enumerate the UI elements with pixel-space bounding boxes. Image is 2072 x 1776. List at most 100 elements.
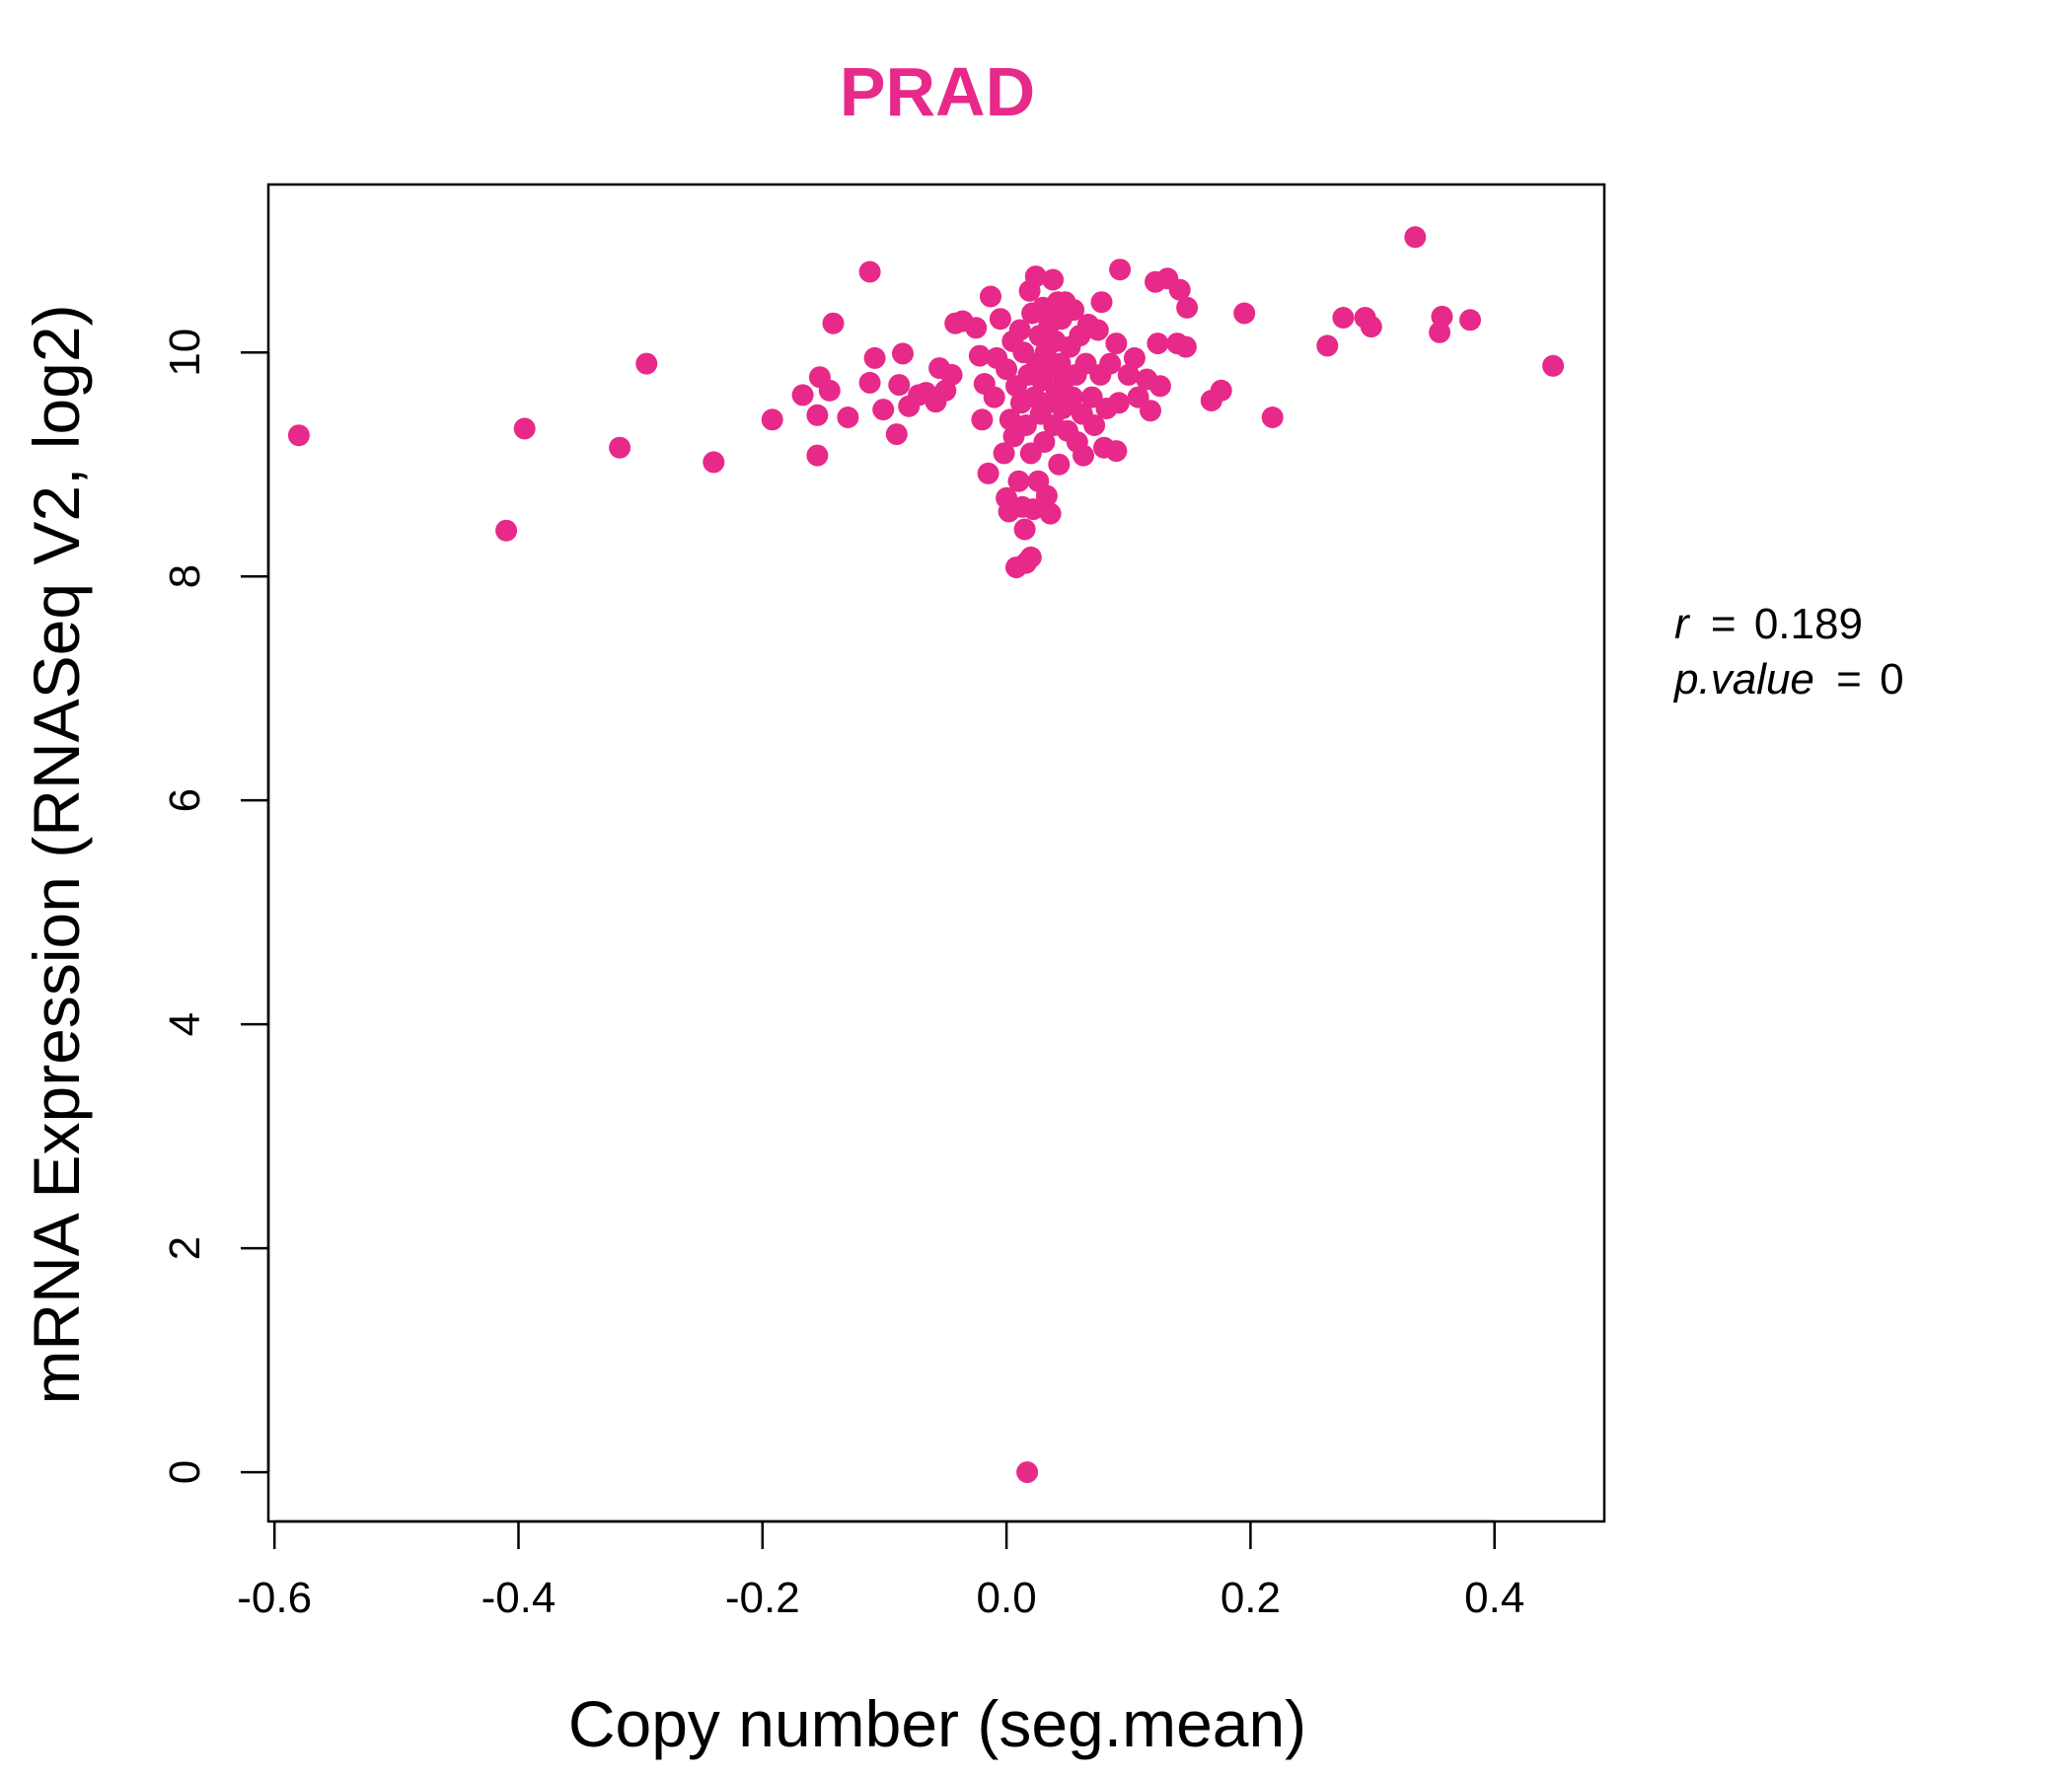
data-point	[1117, 363, 1140, 386]
data-point	[495, 519, 518, 542]
data-point	[1176, 296, 1199, 319]
stats-annotation: r = 0.189 p.value = 0	[1672, 600, 1904, 703]
data-point	[609, 436, 631, 459]
data-point	[806, 404, 829, 426]
data-point	[1107, 392, 1130, 414]
r-label: r	[1674, 600, 1691, 648]
data-point	[1083, 414, 1106, 436]
data-point	[1042, 268, 1065, 291]
data-point	[1019, 546, 1042, 568]
data-point	[1123, 346, 1146, 369]
x-tick-label: -0.2	[725, 1574, 800, 1622]
data-point	[1086, 319, 1109, 341]
data-point	[872, 399, 895, 421]
data-point	[287, 424, 310, 447]
data-point	[1168, 278, 1191, 301]
data-point	[1039, 502, 1062, 525]
data-point	[1033, 431, 1056, 453]
x-axis-label: Copy number (seg.mean)	[568, 1687, 1306, 1760]
chart-title: PRAD	[840, 53, 1035, 130]
data-point	[1061, 386, 1083, 408]
data-point	[1063, 299, 1085, 322]
svg-text:p.value = 0: p.value = 0	[1672, 655, 1904, 703]
p-label: p.value	[1672, 655, 1814, 703]
data-point	[858, 260, 881, 283]
data-point	[1022, 498, 1045, 521]
data-point	[1360, 316, 1382, 338]
data-point	[1080, 386, 1103, 408]
data-point	[1174, 335, 1197, 358]
data-point	[1140, 400, 1161, 422]
x-tick-label: 0.4	[1464, 1574, 1524, 1622]
data-point	[989, 308, 1011, 331]
data-point	[791, 384, 814, 407]
data-point	[635, 352, 658, 375]
x-tick-label: 0.2	[1221, 1574, 1281, 1622]
r-value: 0.189	[1754, 600, 1863, 648]
data-point	[885, 423, 908, 446]
y-tick-label: 8	[161, 564, 209, 588]
data-point	[806, 444, 829, 467]
data-point	[822, 312, 845, 334]
x-axis: -0.6 -0.4 -0.2 0.0 0.2 0.4	[237, 1519, 1524, 1622]
data-point	[1105, 333, 1128, 355]
points-layer	[287, 226, 1565, 1484]
data-point	[1233, 302, 1256, 325]
data-point	[1542, 354, 1565, 377]
data-point	[761, 408, 783, 431]
data-point	[1014, 414, 1037, 436]
data-point	[858, 371, 881, 394]
data-point	[1049, 352, 1072, 375]
data-point	[1105, 440, 1128, 463]
y-tick-label: 0	[161, 1460, 209, 1484]
data-point	[1332, 307, 1355, 329]
data-point	[863, 346, 886, 369]
y-axis: 0 2 4 6 8 10	[161, 329, 270, 1484]
data-point	[1099, 352, 1122, 375]
y-tick-label: 4	[161, 1012, 209, 1036]
x-tick-label: -0.6	[237, 1574, 312, 1622]
data-point	[965, 317, 988, 339]
data-point	[968, 344, 991, 367]
data-point	[1048, 453, 1071, 476]
data-point	[1008, 319, 1031, 341]
p-value: 0	[1880, 655, 1903, 703]
data-point	[1013, 518, 1036, 541]
data-point	[1404, 226, 1427, 249]
p-equals: =	[1836, 655, 1862, 703]
data-point	[1148, 375, 1171, 398]
data-point	[996, 358, 1018, 381]
data-point	[1147, 333, 1169, 355]
y-axis-label: mRNA Expression (RNASeq V2, log2)	[20, 304, 93, 1404]
x-tick-label: 0.0	[977, 1574, 1037, 1622]
y-tick-label: 6	[161, 788, 209, 812]
x-tick-label: -0.4	[481, 1574, 556, 1622]
data-point	[888, 374, 911, 397]
y-tick-label: 2	[161, 1236, 209, 1260]
data-point	[1016, 1461, 1039, 1484]
data-point	[971, 408, 994, 431]
data-point	[1261, 407, 1284, 428]
data-point	[977, 462, 999, 484]
y-tick-label: 10	[161, 329, 209, 377]
data-point	[703, 451, 725, 474]
data-point	[983, 386, 1005, 408]
data-point	[837, 407, 859, 428]
data-point	[892, 342, 914, 365]
data-point	[940, 363, 963, 386]
data-point	[1459, 309, 1481, 332]
data-point	[1090, 291, 1113, 314]
data-point	[1073, 444, 1094, 467]
data-point	[1109, 259, 1132, 281]
data-point	[1431, 305, 1453, 328]
data-point	[1024, 265, 1047, 288]
r-equals: =	[1711, 600, 1737, 648]
data-point	[980, 285, 1001, 308]
data-point	[1210, 379, 1232, 402]
data-point	[993, 442, 1015, 465]
data-point	[1007, 470, 1030, 492]
data-point	[1316, 334, 1339, 357]
data-point	[818, 379, 841, 402]
svg-text:r = 0.189: r = 0.189	[1674, 600, 1863, 648]
